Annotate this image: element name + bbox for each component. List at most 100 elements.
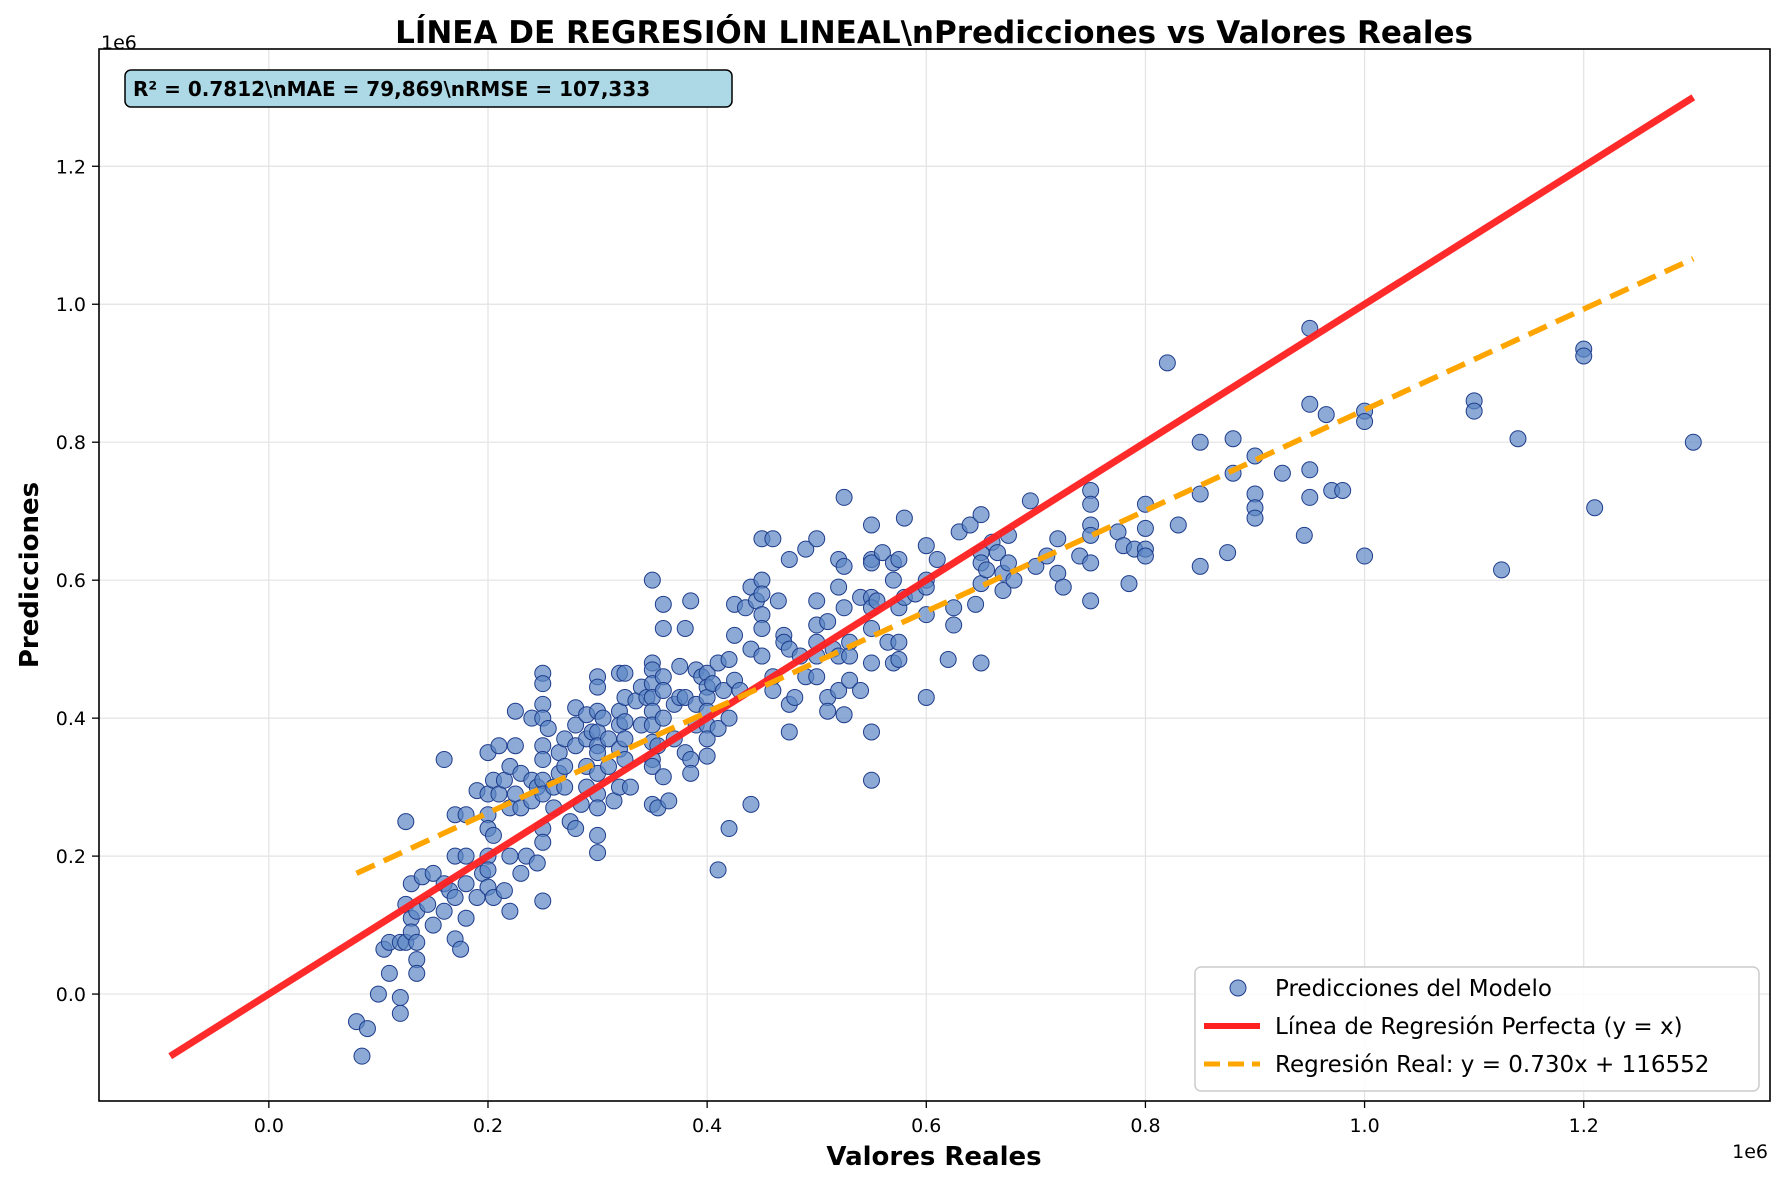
scatter-point <box>1317 406 1335 424</box>
scatter-point <box>358 1020 376 1038</box>
scatter-point <box>999 554 1017 572</box>
scatter-point <box>1334 481 1352 499</box>
scatter-point <box>643 757 661 775</box>
y-axis-label: Predicciones <box>15 482 45 668</box>
scatter-point <box>1136 547 1154 565</box>
y-tick-label: 0.6 <box>56 570 86 592</box>
x-tick-label: 0.0 <box>254 1115 284 1137</box>
scatter-point <box>660 792 678 810</box>
scatter-point <box>479 861 497 879</box>
scatter-point <box>506 702 524 720</box>
scatter-point <box>1120 575 1138 593</box>
scatter-point <box>972 506 990 524</box>
scatter-point <box>753 647 771 665</box>
scatter-point <box>780 550 798 568</box>
scatter-point <box>1082 495 1100 513</box>
scatter-point <box>424 916 442 934</box>
scatter-point <box>501 902 519 920</box>
scatter-point <box>589 826 607 844</box>
scatter-point <box>1082 592 1100 610</box>
legend: Predicciones del Modelo Línea de Regresi… <box>1194 966 1760 1092</box>
scatter-point <box>556 757 574 775</box>
stats-box-text: R² = 0.7812\nMAE = 79,869\nRMSE = 107,33… <box>133 77 650 101</box>
scatter-point <box>1509 430 1527 448</box>
scatter-point <box>698 730 716 748</box>
scatter-point <box>424 864 442 882</box>
scatter-point <box>1465 402 1483 420</box>
y-tick-label: 1.2 <box>56 156 86 178</box>
scatter-point <box>884 571 902 589</box>
scatter-point <box>1301 395 1319 413</box>
axis-ticks: 0.0 0.2 0.4 0.6 0.8 1.0 1.2 0.0 0.2 0.4 0.6 0.8 1.0 1… <box>56 156 1599 1137</box>
scatter-point <box>1273 464 1291 482</box>
scatter-point <box>534 675 552 693</box>
scatter-point <box>567 820 585 838</box>
scatter-point <box>890 651 908 669</box>
scatter-point <box>852 682 870 700</box>
scatter-point <box>841 647 859 665</box>
scatter-point <box>1224 430 1242 448</box>
scatter-point <box>720 820 738 838</box>
scatter-point <box>534 751 552 769</box>
scatter-point <box>928 550 946 568</box>
scatter-point <box>1191 557 1209 575</box>
scatter-point <box>1082 554 1100 572</box>
actual-regression-line <box>355 256 1695 876</box>
scatter-point <box>819 613 837 631</box>
scatter-point <box>654 768 672 786</box>
scatter-point <box>539 719 557 737</box>
x-tick-label: 0.6 <box>911 1115 941 1137</box>
scatter-point <box>369 985 387 1003</box>
scatter-point <box>457 847 475 865</box>
scatter-point <box>835 599 853 617</box>
scatter-point <box>435 902 453 920</box>
x-axis-offset-label: 1e6 <box>1732 1141 1768 1163</box>
legend-marker-points <box>1229 979 1247 997</box>
scatter-point <box>594 709 612 727</box>
scatter-point <box>972 654 990 672</box>
scatter-point <box>1684 433 1702 451</box>
scatter-point <box>890 550 908 568</box>
scatter-point <box>1049 530 1067 548</box>
scatter-point <box>616 730 634 748</box>
scatter-point <box>1158 354 1176 372</box>
scatter-point <box>720 709 738 727</box>
scatter-point <box>682 764 700 782</box>
scatter-point <box>353 1047 371 1065</box>
regression-lines <box>168 94 1696 1060</box>
scatter-point <box>534 833 552 851</box>
y-tick-label: 0.4 <box>56 708 86 730</box>
scatter-point <box>764 530 782 548</box>
scatter-point <box>917 537 935 555</box>
scatter-point <box>457 875 475 893</box>
scatter-point <box>753 585 771 603</box>
scatter-point <box>1005 571 1023 589</box>
scatter-point <box>671 657 689 675</box>
scatter-point <box>862 723 880 741</box>
scatter-point <box>862 554 880 572</box>
scatter-point <box>917 688 935 706</box>
y-axis-offset-label: 1e6 <box>101 32 137 54</box>
scatter-point <box>890 633 908 651</box>
scatter-point <box>698 747 716 765</box>
scatter-point <box>830 578 848 596</box>
scatter-point <box>819 702 837 720</box>
scatter-point <box>1191 485 1209 503</box>
scatter-point <box>808 592 826 610</box>
scatter-point <box>397 813 415 831</box>
scatter-point <box>808 530 826 548</box>
x-tick-label: 1.0 <box>1349 1115 1379 1137</box>
x-tick-label: 1.2 <box>1569 1115 1599 1137</box>
scatter-point <box>452 940 470 958</box>
scatter-point <box>830 682 848 700</box>
scatter-point <box>994 582 1012 600</box>
scatter-point <box>939 651 957 669</box>
y-tick-label: 0.2 <box>56 846 86 868</box>
scatter-point <box>945 599 963 617</box>
y-tick-label: 1.0 <box>56 294 86 316</box>
scatter-point <box>895 509 913 527</box>
scatter-point <box>654 709 672 727</box>
scatter-point <box>391 989 409 1007</box>
scatter-point <box>1301 461 1319 479</box>
